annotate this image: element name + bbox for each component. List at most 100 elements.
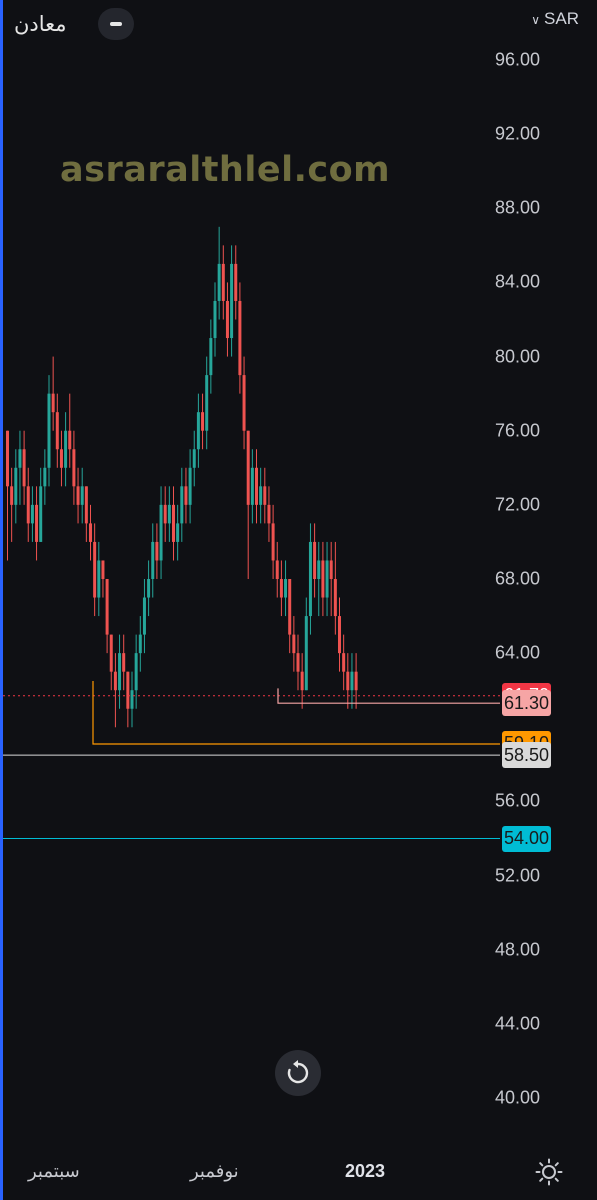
candle-body — [64, 430, 68, 468]
candle-body — [279, 579, 283, 598]
candle-body — [89, 523, 92, 542]
price-tick-label: 56.00 — [494, 790, 540, 811]
candle-body — [126, 671, 130, 709]
candle-body — [275, 560, 279, 579]
price-tick-label: 64.00 — [494, 642, 540, 663]
candle-body — [263, 486, 267, 505]
candle-body — [338, 616, 341, 654]
candle-body — [109, 634, 113, 672]
candle-body — [113, 671, 117, 691]
price-tick-label: 44.00 — [494, 1013, 540, 1034]
candle-body — [155, 541, 159, 561]
candle-body — [97, 560, 101, 598]
candle-body — [142, 597, 146, 635]
candle-body — [93, 541, 97, 598]
candle-body — [180, 486, 184, 524]
price-tick-label: 96.00 — [494, 49, 540, 70]
price-tick-label: 72.00 — [494, 494, 540, 515]
candle-body — [130, 690, 134, 709]
candle-body — [39, 486, 43, 542]
candle-body — [292, 634, 296, 654]
candle-body — [259, 486, 263, 505]
symbol-title[interactable]: معادن — [14, 12, 67, 36]
chevron-down-icon: ∨ — [531, 13, 541, 27]
candle-body — [167, 504, 171, 524]
settings-button[interactable] — [535, 1158, 563, 1186]
candle-body — [342, 653, 346, 672]
support-line-59-10 — [92, 680, 500, 745]
currency-label: SAR — [544, 9, 579, 28]
candle-body — [6, 430, 9, 487]
reset-chart-button[interactable] — [275, 1050, 321, 1096]
candle-body — [205, 375, 209, 431]
time-tick-label: سبتمبر — [28, 1161, 80, 1181]
candle-body — [333, 579, 337, 617]
candle-body — [271, 523, 275, 561]
support-line-61-30 — [277, 688, 500, 704]
candle-body — [14, 467, 18, 505]
candle-body — [122, 653, 126, 672]
candle-body — [196, 412, 200, 450]
settings-sun-icon — [535, 1158, 563, 1186]
candle-body — [238, 300, 242, 376]
candle-body — [84, 486, 88, 524]
candle-body — [172, 504, 175, 542]
currency-selector[interactable]: ∨ SAR — [531, 9, 579, 29]
time-tick-label: نوفمبر — [190, 1161, 239, 1181]
candle-body — [188, 467, 192, 505]
candle-body — [55, 412, 59, 450]
candle-body — [10, 486, 14, 505]
candle-body — [255, 467, 258, 505]
candle-body — [68, 430, 72, 450]
price-tick-label: 80.00 — [494, 346, 540, 367]
candle-body — [35, 504, 39, 542]
candle-body — [72, 449, 76, 487]
candle-body — [134, 653, 138, 691]
candle-body — [246, 430, 250, 505]
price-tick-label: 68.00 — [494, 568, 540, 589]
candle-body — [346, 671, 350, 691]
candle-body — [284, 579, 288, 598]
candle-body — [308, 541, 312, 617]
candle-body — [234, 263, 238, 301]
candle-body — [101, 560, 105, 579]
candle-body — [217, 263, 221, 301]
candle-body — [118, 653, 122, 691]
candle-body — [250, 467, 254, 505]
candle-body — [151, 541, 155, 579]
minus-icon — [110, 22, 122, 26]
price-tick-label: 40.00 — [494, 1087, 540, 1108]
time-tick-label: 2023 — [345, 1161, 386, 1181]
candle-body — [201, 412, 205, 431]
candle-body — [176, 523, 180, 542]
candle-body — [192, 449, 196, 468]
candle-body — [105, 579, 109, 635]
price-tick-label: 48.00 — [494, 939, 540, 960]
candle-body — [230, 263, 234, 339]
candle-body — [225, 300, 229, 339]
price-tick-label: 88.00 — [494, 197, 540, 218]
candle-body — [159, 504, 163, 561]
candle-body — [76, 486, 80, 505]
candle-body — [147, 579, 151, 598]
price-tick-label: 84.00 — [494, 271, 540, 292]
price-tick-label: 76.00 — [494, 420, 540, 441]
window-edge — [0, 0, 3, 1200]
reset-icon — [287, 1060, 309, 1084]
price-level-badge: 54.00 — [502, 825, 551, 852]
collapse-button[interactable] — [98, 8, 134, 40]
candle-body — [30, 504, 34, 524]
price-level-badge: 58.50 — [502, 742, 551, 769]
candle-body — [80, 486, 84, 505]
candle-body — [267, 504, 271, 524]
candle-body — [325, 560, 329, 598]
candle-body — [43, 467, 47, 487]
candle-body — [242, 375, 246, 431]
candle-body — [51, 393, 55, 413]
candle-body — [329, 560, 333, 579]
candle-body — [321, 560, 325, 598]
price-tick-label: 52.00 — [494, 865, 540, 886]
candle-body — [59, 449, 63, 468]
candle-body — [47, 393, 51, 468]
